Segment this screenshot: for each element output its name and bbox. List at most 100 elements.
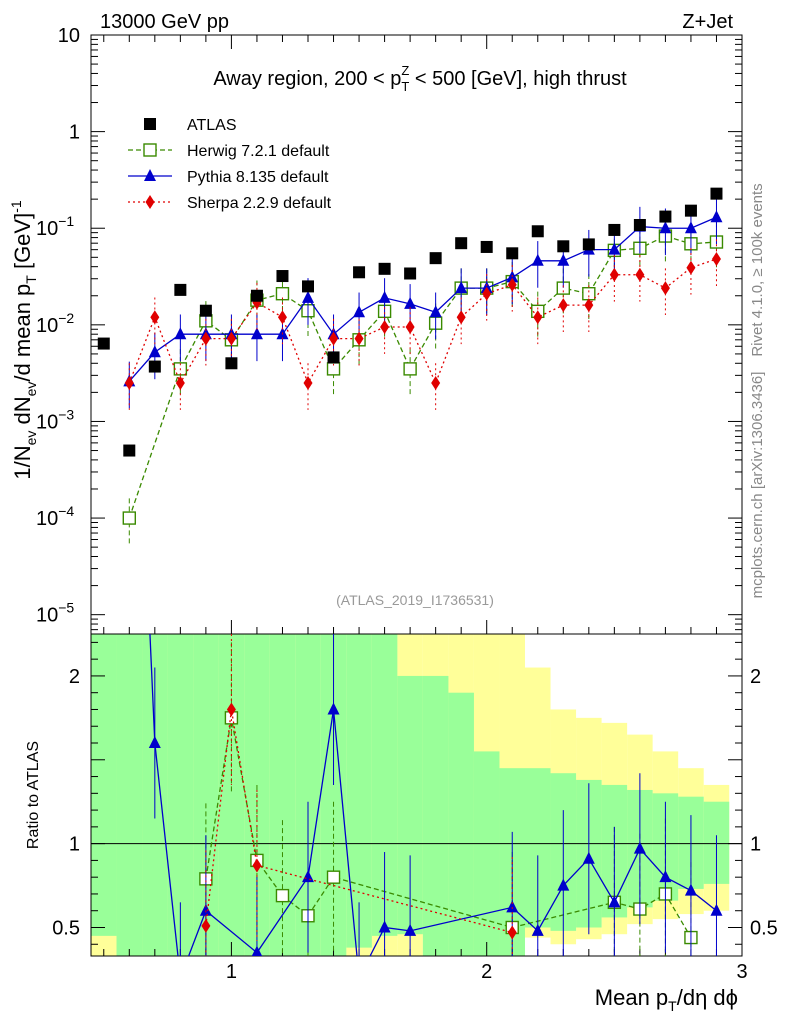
atlas-data-point (276, 270, 289, 283)
data-point (303, 376, 313, 391)
ratio-point (557, 878, 570, 891)
legend-label: ATLAS (187, 117, 237, 134)
data-point (275, 287, 290, 301)
ratio-point (582, 851, 595, 864)
ratio-point (378, 920, 391, 933)
analysis-watermark: (ATLAS_2019_I1736531) (336, 592, 494, 608)
atlas-data-point (684, 204, 697, 217)
ratio-point (327, 702, 340, 715)
atlas-data-point (404, 267, 417, 280)
atlas-data-point (199, 304, 212, 317)
x-tick-label: 1 (226, 961, 237, 983)
data-point (684, 221, 697, 234)
atlas-data-point (582, 238, 595, 251)
legend-marker (144, 118, 156, 130)
ratio-point (659, 870, 672, 883)
ratio-point (275, 888, 290, 903)
data-point (431, 376, 441, 391)
ratio-band-green (473, 751, 500, 956)
y-tick-label: 10−4 (36, 503, 74, 530)
ratio-point (633, 841, 646, 854)
y-tick-label: 1 (69, 122, 80, 144)
data-point (404, 296, 417, 309)
data-point (531, 253, 544, 266)
data-point (686, 260, 696, 275)
data-point (378, 290, 391, 303)
data-point (429, 305, 442, 318)
data-point (659, 221, 672, 234)
ratio-y-tick-label-right: 2 (750, 666, 761, 688)
data-point (507, 277, 517, 292)
data-point (226, 331, 236, 346)
legend: ATLAS Herwig 7.2.1 default Pythia 8.135 de… (128, 117, 332, 212)
atlas-data-point (633, 218, 646, 231)
ratio-band-green (116, 634, 143, 956)
y-tick-label: 10−1 (36, 213, 74, 240)
atlas-data-point (250, 289, 263, 302)
data-point (201, 331, 211, 346)
atlas-data-point (455, 237, 468, 250)
rivet-version-label: Rivet 4.1.0, ≥ 100k events (749, 183, 766, 356)
mcplots-label: mcplots.cern.ch [arXiv:1306.3436] (749, 372, 766, 599)
atlas-data-point (710, 187, 723, 200)
data-point (174, 327, 187, 340)
atlas-data-point (659, 210, 672, 223)
ratio-point (148, 736, 161, 749)
ratio-band-green (346, 634, 372, 948)
x-axis-label: Mean pT/dη dϕ (595, 985, 738, 1014)
data-point (403, 362, 417, 376)
ratio-band-green (91, 634, 117, 936)
x-tick-label: 2 (481, 961, 492, 983)
data-point (711, 252, 721, 267)
data-point (277, 310, 287, 325)
series-line-1 (128, 235, 717, 519)
atlas-data-point (531, 225, 544, 238)
data-point (175, 376, 185, 391)
ratio-point (251, 945, 263, 956)
ratio-point (353, 971, 365, 983)
data-point (582, 287, 596, 301)
atlas-data-point (148, 360, 161, 373)
x-tick-label: 3 (736, 961, 747, 983)
ratio-point (608, 895, 621, 908)
atlas-data-point (302, 280, 314, 293)
plot-title: Away region, 200 < pTZ < 500 [GeV], high… (213, 63, 627, 94)
ratio-point (710, 903, 723, 916)
ratio-band-green (218, 634, 245, 956)
data-point (608, 242, 621, 255)
data-point (124, 376, 134, 391)
data-point (660, 281, 670, 296)
atlas-data-point (225, 357, 238, 370)
data-point (329, 331, 339, 346)
data-point (635, 267, 645, 282)
data-point (150, 310, 160, 325)
data-point (380, 319, 390, 334)
data-point (710, 210, 723, 223)
ratio-y-tick-label: 0.5 (52, 917, 80, 939)
ratio-point (199, 903, 212, 916)
ratio-point (404, 923, 417, 936)
data-point (455, 281, 468, 294)
series-line-2 (128, 216, 717, 382)
data-point (122, 511, 136, 525)
ratio-y-tick-label: 1 (69, 834, 80, 856)
data-point (353, 305, 366, 318)
legend-label: Sherpa 2.2.9 default (187, 195, 332, 212)
data-point (148, 345, 161, 358)
ratio-band-green (422, 675, 449, 956)
legend-marker (144, 169, 156, 181)
ratio-band-green (448, 692, 474, 956)
legend-label: Herwig 7.2.1 default (187, 143, 330, 160)
ratio-point (326, 870, 341, 884)
data-point (250, 327, 263, 340)
y-axis-label-top: 1/Nev dNev/d mean pT [GeV]-1 (8, 200, 39, 480)
data-point (405, 319, 415, 334)
header-right: Z+Jet (682, 11, 733, 33)
data-point (456, 310, 466, 325)
ratio-point (174, 971, 186, 983)
header-left: 13000 GeV pp (100, 11, 229, 33)
atlas-data-point (429, 252, 442, 265)
atlas-data-point (174, 283, 187, 296)
atlas-data-point (327, 351, 340, 364)
